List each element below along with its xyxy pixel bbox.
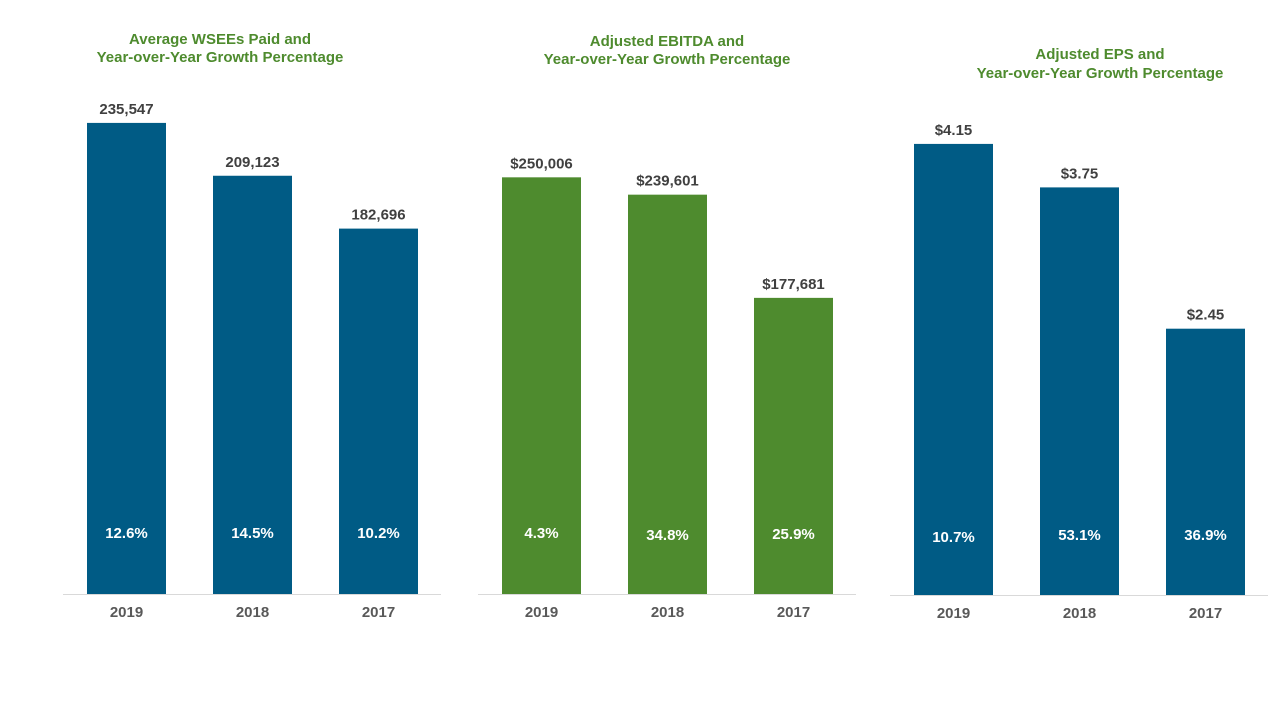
bar-value-label: 235,547 xyxy=(99,101,153,118)
bar xyxy=(1040,187,1119,596)
growth-percentage-label: 10.2% xyxy=(357,525,400,542)
bar xyxy=(502,177,581,594)
x-axis-tick-label: 2019 xyxy=(525,604,558,621)
chart-title-line: Year-over-Year Growth Percentage xyxy=(544,51,791,68)
chart-title-line: Year-over-Year Growth Percentage xyxy=(977,65,1224,82)
x-axis-tick-label: 2019 xyxy=(110,604,143,621)
chart-title-line: Adjusted EBITDA and xyxy=(590,33,744,50)
bar xyxy=(914,143,993,596)
bar-value-label: 209,123 xyxy=(225,154,279,171)
growth-percentage-label: 25.9% xyxy=(772,526,815,543)
chart-title-line: Average WSEEs Paid and xyxy=(129,31,311,48)
bar xyxy=(628,194,707,595)
growth-percentage-label: 36.9% xyxy=(1184,527,1227,544)
growth-percentage-label: 53.1% xyxy=(1058,527,1101,544)
bar xyxy=(1166,328,1245,595)
x-axis-tick-label: 2017 xyxy=(1189,605,1222,622)
chart-title-line: Year-over-Year Growth Percentage xyxy=(97,49,344,66)
bar xyxy=(754,297,833,594)
x-axis-tick-label: 2018 xyxy=(1063,605,1096,622)
bar-value-label: $250,006 xyxy=(510,155,573,172)
bar xyxy=(87,122,166,594)
bar-value-label: $4.15 xyxy=(935,122,973,139)
bar-value-label: $2.45 xyxy=(1187,307,1225,324)
growth-percentage-label: 4.3% xyxy=(524,525,558,542)
growth-percentage-label: 12.6% xyxy=(105,525,148,542)
bar-value-label: $177,681 xyxy=(762,276,825,293)
bar-value-label: 182,696 xyxy=(351,207,405,224)
chart-title-line: Adjusted EPS and xyxy=(1035,46,1164,63)
bar xyxy=(213,175,292,594)
bar-value-label: $239,601 xyxy=(636,173,699,190)
growth-percentage-label: 34.8% xyxy=(646,527,689,544)
x-axis-tick-label: 2017 xyxy=(777,604,810,621)
x-axis-tick-label: 2018 xyxy=(236,604,269,621)
growth-percentage-label: 10.7% xyxy=(932,529,975,546)
x-axis-tick-label: 2018 xyxy=(651,604,684,621)
growth-percentage-label: 14.5% xyxy=(231,525,274,542)
bar-value-label: $3.75 xyxy=(1061,165,1099,182)
x-axis-tick-label: 2017 xyxy=(362,604,395,621)
bar xyxy=(339,228,418,594)
x-axis-tick-label: 2019 xyxy=(937,605,970,622)
